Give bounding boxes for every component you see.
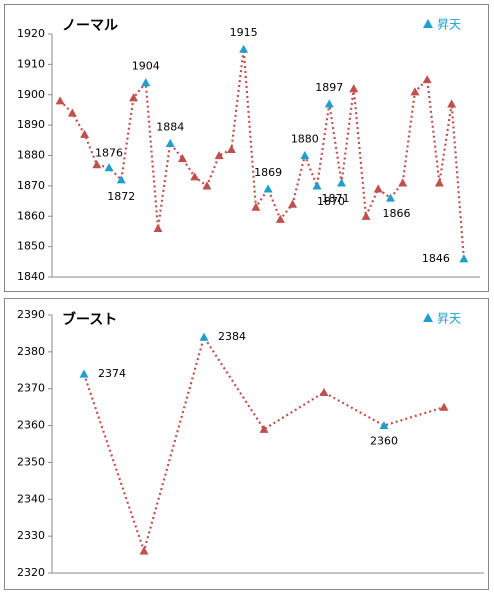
chart-title: ノーマル xyxy=(62,18,118,34)
data-label: 1876 xyxy=(95,147,123,160)
point-marker xyxy=(80,129,90,138)
point-marker xyxy=(275,214,285,223)
point-marker xyxy=(300,151,310,160)
point-marker xyxy=(410,87,420,96)
point-marker xyxy=(337,178,347,187)
panel-frame xyxy=(4,298,489,590)
point-marker xyxy=(239,44,249,53)
data-label: 1904 xyxy=(132,60,160,73)
point-marker xyxy=(190,172,200,181)
y-tick-label: 2340 xyxy=(17,492,45,505)
point-marker xyxy=(439,402,449,411)
point-marker xyxy=(67,108,77,117)
point-marker xyxy=(116,175,126,184)
y-tick-label: 1860 xyxy=(17,209,45,222)
point-marker xyxy=(373,184,383,193)
point-marker xyxy=(177,154,187,163)
point-marker xyxy=(251,202,261,211)
data-label: 1872 xyxy=(107,190,135,203)
point-marker xyxy=(55,96,65,105)
data-label: 1869 xyxy=(254,166,282,179)
point-marker xyxy=(398,178,408,187)
data-label: 1846 xyxy=(422,252,450,265)
point-marker xyxy=(422,75,432,84)
data-label: 1871 xyxy=(322,192,350,205)
y-tick-label: 2390 xyxy=(17,308,45,321)
data-label: 2360 xyxy=(370,435,398,448)
y-tick-label: 2370 xyxy=(17,382,45,395)
point-marker xyxy=(259,424,269,433)
data-label: 2384 xyxy=(218,330,246,343)
point-marker xyxy=(459,254,469,263)
point-marker xyxy=(141,78,151,87)
data-label: 1897 xyxy=(315,81,343,94)
data-label: 1915 xyxy=(230,26,258,39)
legend-marker xyxy=(423,313,433,322)
y-tick-label: 1910 xyxy=(17,57,45,70)
y-tick-label: 1880 xyxy=(17,149,45,162)
data-label: 1880 xyxy=(291,133,319,146)
data-label: 1870 xyxy=(317,195,345,208)
point-marker xyxy=(324,99,334,108)
point-marker xyxy=(361,211,371,220)
point-marker xyxy=(226,144,236,154)
point-marker xyxy=(79,369,89,378)
point-marker xyxy=(447,99,457,108)
point-marker xyxy=(139,546,149,555)
chart-title: ブースト xyxy=(62,311,117,328)
point-marker xyxy=(92,160,102,169)
y-tick-label: 1870 xyxy=(17,179,45,192)
point-marker xyxy=(263,184,273,193)
legend-marker xyxy=(423,19,433,28)
point-marker xyxy=(202,181,212,190)
y-tick-label: 2380 xyxy=(17,345,45,358)
panel-frame xyxy=(4,4,489,292)
point-marker xyxy=(129,93,139,102)
data-label: 1866 xyxy=(382,207,410,220)
y-tick-label: 1890 xyxy=(17,118,45,131)
point-marker xyxy=(379,421,389,430)
y-tick-label: 1850 xyxy=(17,240,45,253)
point-marker xyxy=(434,178,444,187)
y-tick-label: 1840 xyxy=(17,270,45,283)
point-marker xyxy=(288,199,298,208)
data-label: 1884 xyxy=(156,120,184,133)
point-marker xyxy=(349,84,359,93)
point-marker xyxy=(385,193,395,202)
point-marker xyxy=(104,163,114,172)
y-tick-label: 2320 xyxy=(17,566,45,579)
y-tick-label: 2330 xyxy=(17,529,45,542)
y-tick-label: 1900 xyxy=(17,88,45,101)
data-label: 2374 xyxy=(98,367,126,380)
point-marker xyxy=(214,151,224,160)
legend-label: 昇天 xyxy=(437,18,461,32)
y-tick-label: 1920 xyxy=(17,27,45,40)
y-tick-label: 2350 xyxy=(17,455,45,468)
point-marker xyxy=(312,181,322,190)
legend-label: 昇天 xyxy=(437,312,461,326)
y-tick-label: 2360 xyxy=(17,419,45,432)
series-line xyxy=(59,49,465,259)
point-marker xyxy=(319,387,329,396)
point-marker xyxy=(153,223,163,232)
point-marker xyxy=(165,138,175,147)
point-marker xyxy=(199,332,209,341)
